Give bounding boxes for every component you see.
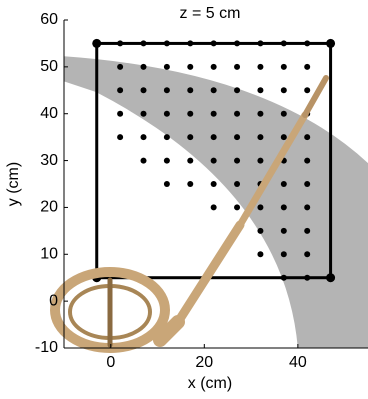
point	[210, 204, 217, 211]
point	[210, 134, 217, 141]
point	[234, 181, 241, 187]
point	[257, 157, 264, 164]
point	[117, 134, 124, 141]
point	[187, 40, 194, 47]
point	[280, 227, 287, 234]
point	[210, 63, 217, 70]
point	[304, 204, 311, 211]
point	[210, 40, 217, 47]
point	[257, 227, 264, 234]
point	[187, 181, 194, 187]
point	[187, 110, 194, 117]
point	[257, 87, 264, 94]
corner-point	[92, 38, 102, 48]
humerus	[173, 220, 245, 327]
point	[304, 40, 311, 47]
point	[234, 40, 241, 47]
x-axis-label: x (cm)	[188, 375, 232, 392]
forearm	[236, 111, 309, 229]
point	[304, 181, 311, 187]
y-tick-label: 30	[40, 152, 58, 169]
point	[280, 40, 287, 47]
point	[234, 204, 241, 211]
point	[280, 63, 287, 70]
point	[117, 63, 124, 70]
y-tick-label: 20	[40, 199, 58, 216]
point	[117, 40, 124, 47]
point	[257, 134, 264, 141]
point	[163, 134, 170, 141]
point	[304, 274, 311, 281]
corner-point	[326, 273, 336, 283]
y-axis-label: y (cm)	[5, 162, 22, 206]
point	[163, 87, 170, 94]
point	[280, 251, 287, 258]
point	[304, 134, 311, 141]
point	[280, 87, 287, 94]
point	[187, 87, 194, 94]
point	[234, 87, 241, 94]
point	[234, 63, 241, 70]
y-tick-label: 10	[40, 246, 58, 263]
point	[304, 227, 311, 234]
point	[187, 63, 194, 70]
point	[140, 134, 147, 141]
point	[304, 251, 311, 258]
point	[163, 181, 170, 187]
x-tick-label: 40	[289, 354, 307, 371]
point	[234, 110, 241, 117]
point	[234, 157, 241, 164]
point	[187, 134, 194, 141]
point	[280, 204, 287, 211]
point	[257, 204, 264, 211]
point	[163, 110, 170, 117]
point	[117, 110, 124, 117]
y-tick-label: 60	[40, 11, 58, 28]
point	[280, 134, 287, 141]
x-tick-label: 0	[106, 354, 115, 371]
workspace-region	[64, 56, 368, 348]
point	[280, 274, 287, 281]
chart-title: z = 5 cm	[180, 5, 241, 22]
point	[304, 87, 311, 94]
point	[117, 87, 124, 94]
point	[210, 181, 217, 187]
point	[140, 110, 147, 117]
point	[280, 181, 287, 187]
y-tick-label: 0	[49, 292, 58, 309]
point	[257, 63, 264, 70]
point	[210, 110, 217, 117]
point	[257, 40, 264, 47]
y-tick-label: -10	[35, 339, 58, 356]
point	[210, 87, 217, 94]
point	[257, 110, 264, 117]
point	[140, 157, 147, 164]
point	[304, 63, 311, 70]
point	[140, 87, 147, 94]
point	[163, 40, 170, 47]
point	[140, 40, 147, 47]
point	[163, 157, 170, 164]
point	[187, 157, 194, 164]
corner-point	[326, 38, 336, 48]
point	[257, 251, 264, 258]
x-tick-label: 20	[195, 354, 213, 371]
point	[140, 63, 147, 70]
point	[234, 134, 241, 141]
y-tick-label: 50	[40, 58, 58, 75]
y-tick-label: 40	[40, 105, 58, 122]
point	[163, 63, 170, 70]
hand	[302, 75, 329, 118]
point	[280, 110, 287, 117]
point	[210, 157, 217, 164]
point	[304, 157, 311, 164]
